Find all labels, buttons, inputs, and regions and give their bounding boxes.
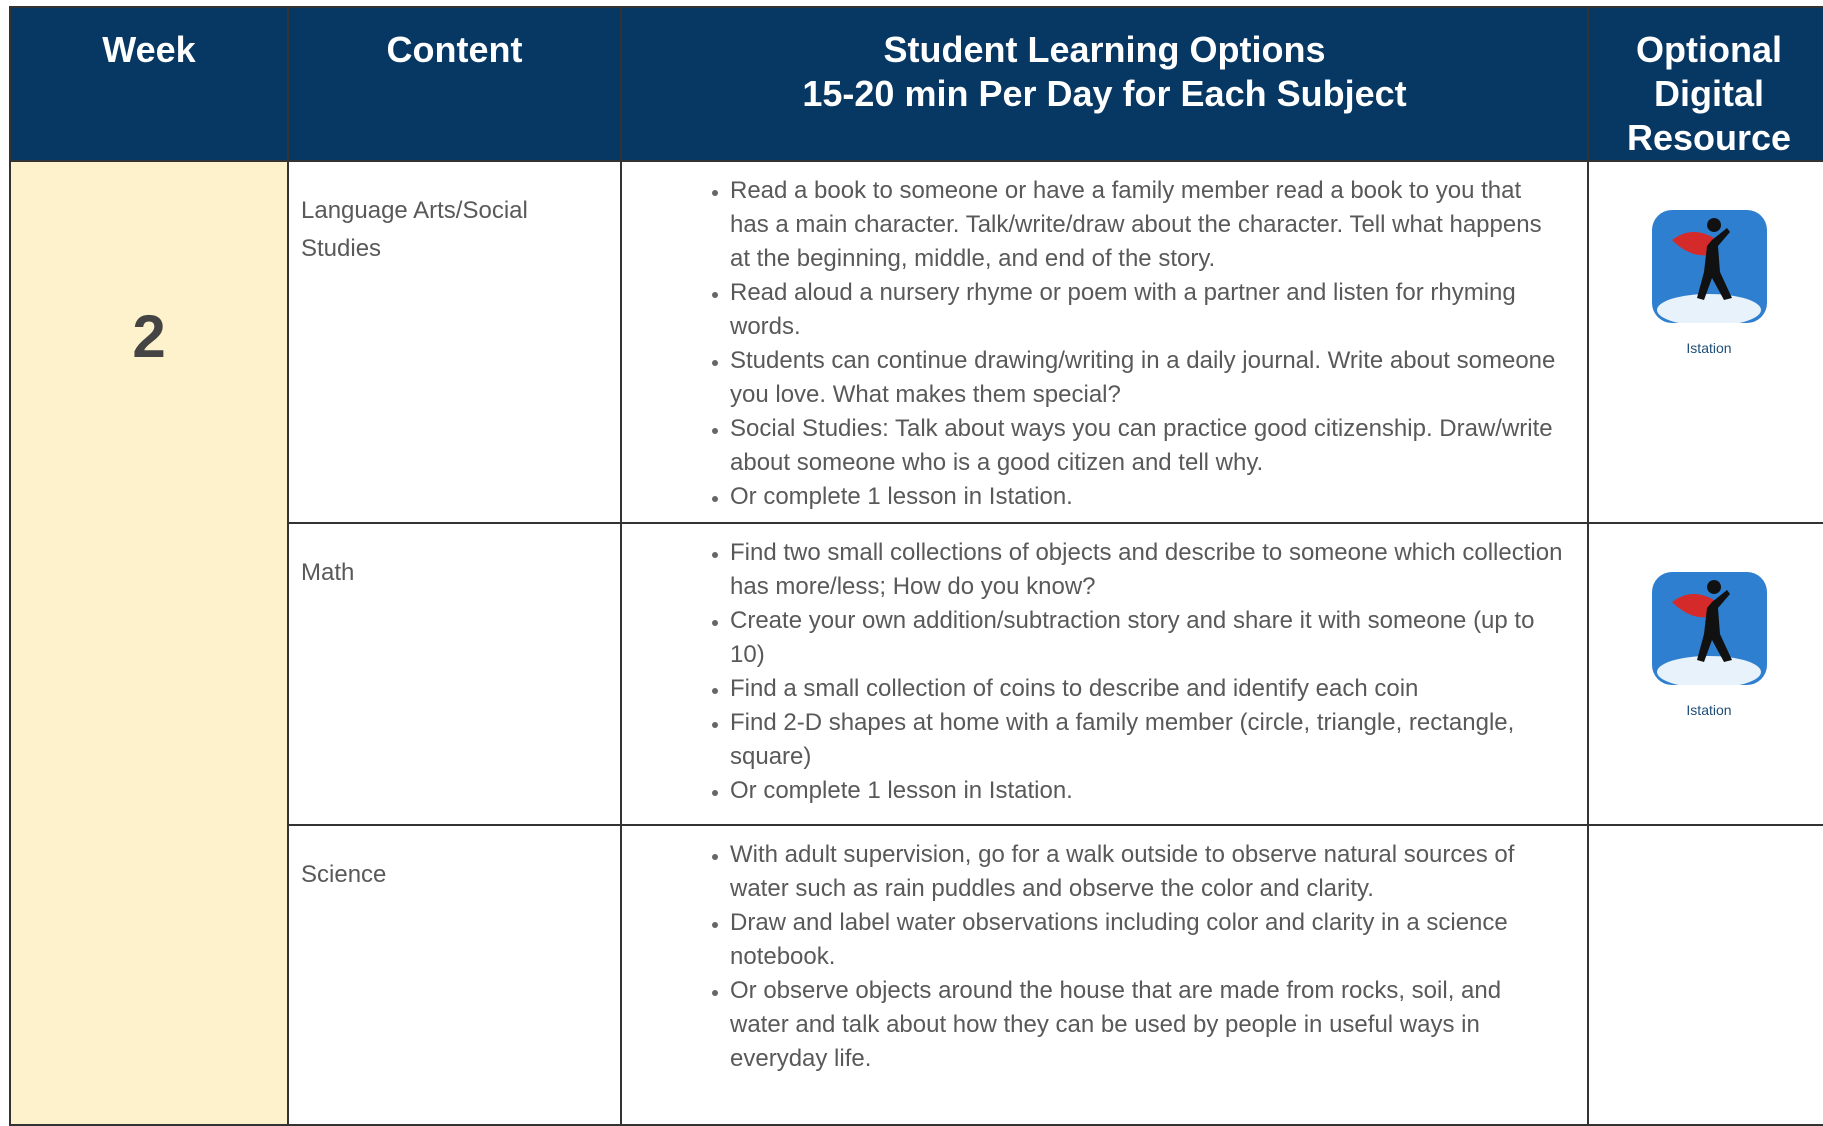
- icon-cloud: [1656, 656, 1761, 688]
- istation-icon: [1651, 572, 1767, 688]
- header-content: Content: [287, 6, 622, 162]
- week-cell: 2: [9, 160, 289, 1126]
- options-list: Find two small collections of objects an…: [622, 536, 1565, 808]
- options-cell: With adult supervision, go for a walk ou…: [620, 824, 1589, 1126]
- option-item: Find two small collections of objects an…: [730, 536, 1565, 604]
- resource-label: Istation: [1686, 702, 1732, 718]
- options-list: Read a book to someone or have a family …: [622, 174, 1565, 514]
- icon-figure: [1696, 218, 1732, 300]
- header-options: Student Learning Options 15-20 min Per Da…: [620, 6, 1589, 162]
- options-cell: Find two small collections of objects an…: [620, 522, 1589, 826]
- header-options-title: Student Learning Options: [883, 29, 1326, 70]
- option-item: Read aloud a nursery rhyme or poem with …: [730, 276, 1565, 344]
- resource-cell: [1587, 824, 1823, 1126]
- resource-cell: Istation: [1587, 522, 1823, 826]
- options-list: With adult supervision, go for a walk ou…: [622, 838, 1565, 1076]
- option-item: Or observe objects around the house that…: [730, 974, 1565, 1076]
- option-item: Draw and label water observations includ…: [730, 906, 1565, 974]
- option-item: Or complete 1 lesson in Istation.: [730, 774, 1565, 808]
- option-item: Or complete 1 lesson in Istation.: [730, 480, 1565, 514]
- row: Science With adult supervision, go for a …: [10, 824, 1823, 1126]
- resource-label: Istation: [1686, 340, 1732, 356]
- header-options-subtitle: 15-20 min Per Day for Each Subject: [802, 73, 1407, 114]
- icon-cape: [1671, 231, 1714, 256]
- resource-cell: Istation: [1587, 160, 1823, 524]
- icon-figure: [1696, 580, 1732, 662]
- subject-cell: Language Arts/Social Studies: [287, 160, 622, 524]
- option-item: Students can continue drawing/writing in…: [730, 344, 1565, 412]
- header-row: Week Content Student Learning Options 15-…: [9, 6, 1823, 162]
- icon-cape: [1671, 593, 1714, 618]
- option-item: Read a book to someone or have a family …: [730, 174, 1565, 276]
- istation-icon: [1651, 210, 1767, 326]
- subject-cell: Math: [287, 522, 622, 826]
- page: Week Content Student Learning Options 15-…: [0, 0, 1823, 1096]
- options-cell: Read a book to someone or have a family …: [620, 160, 1589, 524]
- header-resource: Optional Digital Resource: [1587, 6, 1823, 162]
- option-item: Find 2-D shapes at home with a family me…: [730, 706, 1565, 774]
- header-week: Week: [9, 6, 289, 162]
- subject-cell: Science: [287, 824, 622, 1126]
- option-item: Social Studies: Talk about ways you can …: [730, 412, 1565, 480]
- option-item: Find a small collection of coins to desc…: [730, 672, 1565, 706]
- lesson-table: Week Content Student Learning Options 15-…: [9, 6, 1823, 1126]
- icon-cloud: [1656, 294, 1761, 326]
- option-item: With adult supervision, go for a walk ou…: [730, 838, 1565, 906]
- option-item: Create your own addition/subtraction sto…: [730, 604, 1565, 672]
- row: Math Find two small collections of object…: [10, 522, 1823, 826]
